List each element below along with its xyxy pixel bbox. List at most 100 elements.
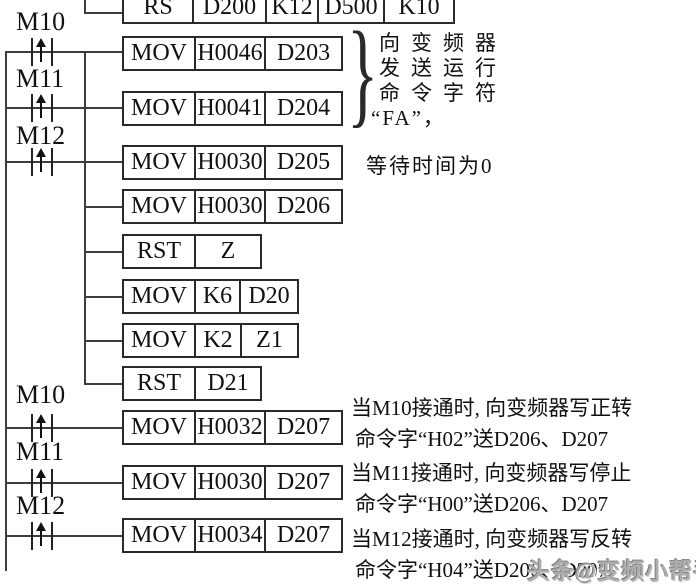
annotation-line: 命令字符 xyxy=(379,81,507,105)
annotation-line: 命令字“H02”送D206、D207 xyxy=(355,427,609,451)
opcode-cell: RST xyxy=(136,238,181,264)
annotation-note-m10: 当M10接通时, 向变频器写正转 命令字“H02”送D206、D207 xyxy=(351,393,632,455)
operand-cell: D205 xyxy=(264,147,341,178)
stub-wire-z1 xyxy=(86,340,124,342)
contact-label-m12b: M12 xyxy=(16,491,66,520)
instruction-box-rst-z: RST Z xyxy=(122,234,262,269)
rising-edge-arrow-icon xyxy=(36,94,46,103)
rising-edge-arrow-icon xyxy=(36,522,46,531)
opcode-cell: MOV xyxy=(130,469,187,495)
annotation-note-m12: 当M12接通时, 向变频器写反转 命令字“H04”送D206、D207 xyxy=(351,524,632,584)
annotation-wait-note: 等待时间为0 xyxy=(366,154,494,178)
opcode-cell: MOV xyxy=(130,522,187,548)
rung-wire-m11b xyxy=(7,482,124,484)
contact-bar xyxy=(51,414,53,442)
operand-cell: D207 xyxy=(264,520,341,551)
operand-cell: D204 xyxy=(264,93,341,124)
opcode-cell: RS xyxy=(143,0,173,20)
instruction-box-mov-z1: MOV K2 Z1 xyxy=(122,323,299,358)
annotation-line: 命令字“H04”送D206、D207 xyxy=(355,558,609,582)
watermark: 头条@变频小帮手 xyxy=(527,559,696,584)
operand-cell: K6 xyxy=(194,281,239,312)
operand-cell: H0041 xyxy=(194,93,264,124)
stub-wire-d20 xyxy=(86,296,124,298)
contact-label-m12a: M12 xyxy=(16,121,66,150)
contact-label-m11a: M11 xyxy=(16,64,65,93)
instruction-box-mov-d205: MOV H0030 D205 xyxy=(122,145,343,180)
operand-cell: H0030 xyxy=(194,191,264,222)
operand-cell: D203 xyxy=(264,38,341,69)
rung-wire-m10a xyxy=(7,51,124,53)
operand-cell: K10 xyxy=(383,0,453,22)
operand-cell: H0030 xyxy=(194,467,264,498)
operand-cell: H0046 xyxy=(194,38,264,69)
opcode-cell: MOV xyxy=(130,95,187,121)
contact-label-m10a: M10 xyxy=(16,7,66,36)
operand-cell: D500 xyxy=(317,0,383,22)
contact-label-m10b: M10 xyxy=(16,380,66,409)
rising-edge-arrow-stem xyxy=(40,46,42,62)
rising-edge-arrow-stem xyxy=(40,530,42,546)
stub-wire-rst-z xyxy=(86,251,124,253)
contact-bar xyxy=(51,38,53,66)
rising-edge-arrow-stem xyxy=(40,102,42,118)
contact-bar xyxy=(51,94,53,122)
rising-edge-arrow-stem xyxy=(40,156,42,172)
contact-bar xyxy=(31,414,33,442)
rising-edge-arrow-stem xyxy=(40,422,42,438)
operand-cell: Z1 xyxy=(240,325,297,356)
contact-bar xyxy=(31,38,33,66)
contact-bar xyxy=(31,469,33,497)
annotation-line: “FA”， xyxy=(371,106,446,130)
instruction-box-rst-d21: RST D21 xyxy=(122,366,262,401)
opcode-cell: MOV xyxy=(130,193,187,219)
operand-cell: D20 xyxy=(239,281,297,312)
rung-wire-m10b xyxy=(7,427,124,429)
contact-bar xyxy=(31,94,33,122)
opcode-cell: MOV xyxy=(130,327,187,353)
opcode-cell: MOV xyxy=(130,414,187,440)
contact-bar xyxy=(51,469,53,497)
operand-cell: D200 xyxy=(192,0,265,22)
instruction-box-mov-d20: MOV K6 D20 xyxy=(122,279,299,314)
rising-edge-contact-m10a xyxy=(31,38,53,66)
instruction-box-mov-h0032: MOV H0032 D207 xyxy=(122,410,343,445)
opcode-cell: RST xyxy=(136,370,181,396)
instruction-box-mov-h0030: MOV H0030 D207 xyxy=(122,465,343,500)
operand-cell: K12 xyxy=(265,0,317,22)
stub-wire-d206 xyxy=(86,206,124,208)
annotation-note-m11: 当M11接通时, 向变频器写停止 命令字“H00”送D206、D207 xyxy=(351,458,631,520)
operand-cell: D21 xyxy=(194,368,260,399)
annotation-line: 当M11接通时, 向变频器写停止 xyxy=(351,461,632,485)
contact-bar xyxy=(31,148,33,176)
operand-cell: D207 xyxy=(264,412,341,443)
operand-cell: H0032 xyxy=(194,412,264,443)
annotation-line: 向变频器 xyxy=(379,31,507,55)
opcode-cell: MOV xyxy=(130,40,187,66)
rising-edge-arrow-icon xyxy=(36,469,46,478)
annotation-brace: } xyxy=(347,7,379,138)
rising-edge-arrow-icon xyxy=(36,414,46,423)
instruction-box-mov-d203: MOV H0046 D203 xyxy=(122,36,343,71)
instruction-box-rs: RS D200 K12 D500 K10 xyxy=(122,0,455,24)
contact-bar xyxy=(31,522,33,550)
rising-edge-arrow-stem xyxy=(40,477,42,493)
contact-label-m11b: M11 xyxy=(16,437,65,466)
opcode-cell: MOV xyxy=(130,283,187,309)
operand-cell: K2 xyxy=(194,325,240,356)
rung-wire-m11a xyxy=(7,107,124,109)
rising-edge-contact-m11b xyxy=(31,469,53,497)
left-power-rail xyxy=(5,51,7,571)
stub-wire-d21 xyxy=(86,383,124,385)
instruction-box-mov-h0034: MOV H0034 D207 xyxy=(122,518,343,553)
operand-cell: D206 xyxy=(264,191,341,222)
rising-edge-contact-m10b xyxy=(31,414,53,442)
branch-bus xyxy=(84,51,86,385)
rung-wire-m12b xyxy=(7,535,124,537)
rising-edge-contact-m11a xyxy=(31,94,53,122)
annotation-line: 当M12接通时, 向变频器写反转 xyxy=(351,527,633,551)
annotation-line: 发送运行 xyxy=(379,56,507,80)
instruction-box-mov-d206: MOV H0030 D206 xyxy=(122,189,343,224)
operand-cell: H0030 xyxy=(194,147,264,178)
